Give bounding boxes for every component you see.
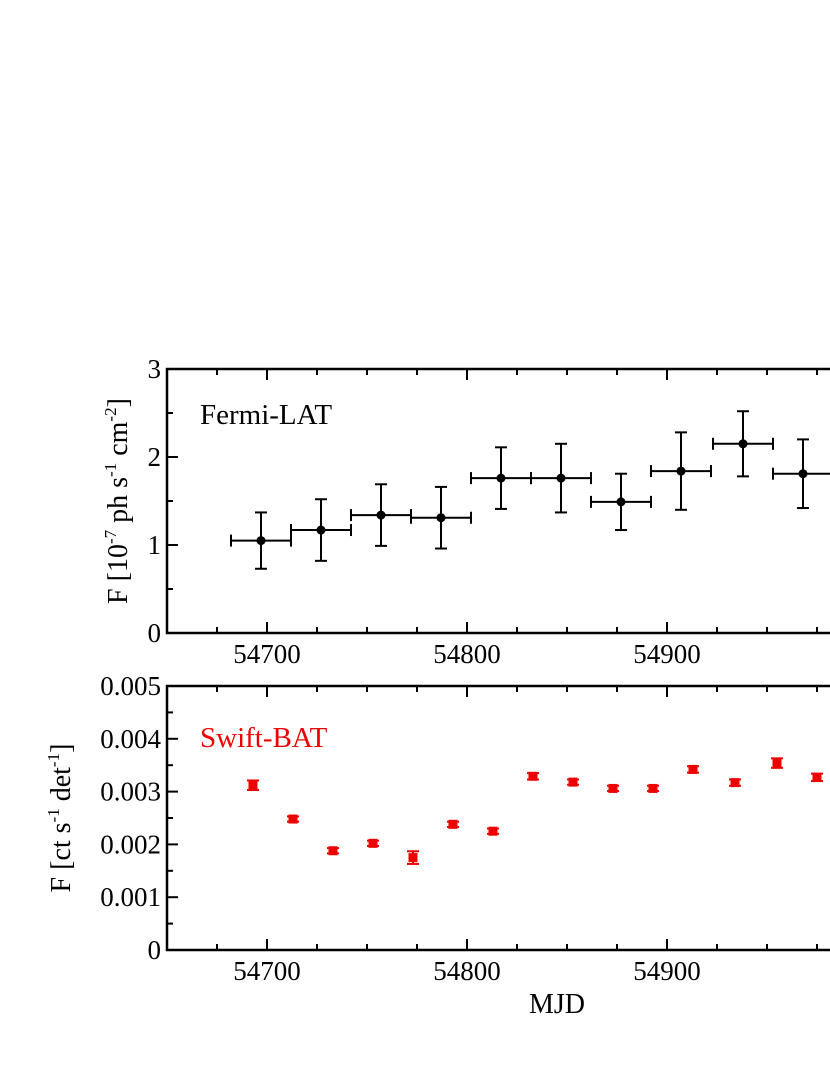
swift-bat-y-tick-label: 0.004 bbox=[100, 724, 161, 754]
fermi-lat-marker bbox=[556, 473, 566, 483]
swift-bat-data-point bbox=[327, 846, 339, 856]
fermi-lat-y-axis-title: F [10-7 ph s-1 cm-2] bbox=[101, 398, 134, 604]
fermi-lat-marker bbox=[676, 466, 686, 476]
fermi-lat-marker bbox=[798, 469, 808, 479]
swift-bat-data-point bbox=[567, 777, 579, 787]
swift-bat-marker bbox=[688, 764, 698, 774]
swift-bat-marker bbox=[248, 780, 258, 790]
fermi-lat-tick-labels: 547005480054900550000123 bbox=[148, 354, 701, 669]
swift-bat-x-tick-label: 54800 bbox=[433, 956, 501, 986]
swift-bat-marker bbox=[648, 783, 658, 793]
swift-bat-y-tick-label: 0.002 bbox=[100, 829, 161, 859]
fermi-lat-y-tick-label: 3 bbox=[148, 354, 162, 384]
swift-bat-data-points bbox=[247, 757, 823, 865]
swift-bat-marker bbox=[448, 819, 458, 829]
fermi-lat-data-point bbox=[470, 446, 532, 510]
fermi-lat-x-tick-label: 54700 bbox=[233, 639, 301, 669]
fermi-lat-data-point bbox=[772, 438, 830, 510]
fermi-lat-data-points bbox=[230, 410, 830, 570]
fermi-lat-data-point bbox=[410, 485, 472, 550]
swift-bat-marker bbox=[730, 778, 740, 788]
mjd-x-axis-title: MJD bbox=[529, 989, 585, 1020]
swift-bat-marker bbox=[328, 846, 338, 856]
swift-bat-marker bbox=[608, 783, 618, 793]
fermi-lat-marker bbox=[496, 473, 506, 483]
fermi-lat-data-point bbox=[230, 511, 292, 570]
fermi-lat-marker bbox=[376, 510, 386, 520]
fermi-lat-y-tick-label: 1 bbox=[148, 530, 162, 560]
swift-bat-tick-labels: 5470054800549005500000.0010.0020.0030.00… bbox=[100, 671, 701, 986]
fermi-lat-data-point bbox=[650, 431, 712, 511]
swift-bat-data-point bbox=[487, 826, 499, 836]
fermi-lat-y-tick-label: 0 bbox=[148, 618, 162, 648]
fermi-lat-panel: 547005480054900550000123 Fermi-LAT F [10… bbox=[101, 354, 830, 669]
fermi-lat-x-tick-label: 54900 bbox=[633, 639, 701, 669]
swift-bat-marker bbox=[568, 777, 578, 787]
fermi-lat-data-point bbox=[290, 498, 352, 562]
fermi-lat-data-point bbox=[530, 442, 592, 514]
swift-bat-y-tick-label: 0.001 bbox=[100, 882, 161, 912]
fermi-lat-data-point bbox=[712, 410, 774, 478]
swift-bat-data-point bbox=[407, 850, 419, 865]
swift-bat-data-point bbox=[771, 757, 783, 769]
swift-bat-marker bbox=[812, 772, 822, 782]
swift-bat-data-point bbox=[647, 783, 659, 793]
swift-bat-data-point bbox=[729, 778, 741, 788]
swift-bat-data-point bbox=[811, 772, 823, 783]
swift-bat-y-tick-label: 0.003 bbox=[100, 777, 161, 807]
swift-bat-data-point bbox=[287, 814, 299, 824]
fermi-lat-marker bbox=[436, 513, 446, 523]
fermi-lat-marker bbox=[316, 525, 326, 535]
swift-bat-x-tick-label: 54700 bbox=[233, 956, 301, 986]
fermi-lat-x-tick-label: 54800 bbox=[433, 639, 501, 669]
fermi-lat-panel-label: Fermi-LAT bbox=[200, 399, 332, 431]
swift-bat-data-point bbox=[527, 771, 539, 781]
swift-bat-data-point bbox=[447, 819, 459, 829]
swift-bat-data-point bbox=[247, 779, 259, 792]
swift-bat-plot-frame bbox=[165, 684, 830, 952]
swift-bat-y-tick-label: 0 bbox=[148, 935, 162, 965]
swift-bat-x-tick-label: 54900 bbox=[633, 956, 701, 986]
swift-bat-data-point bbox=[607, 783, 619, 793]
swift-bat-panel: 5470054800549005500000.0010.0020.0030.00… bbox=[44, 671, 830, 1020]
swift-bat-marker bbox=[772, 758, 782, 768]
swift-bat-marker bbox=[528, 771, 538, 781]
fermi-lat-marker bbox=[256, 536, 266, 546]
fermi-lat-marker bbox=[616, 497, 626, 507]
swift-bat-y-axis-title: F [ct s-1 det-1] bbox=[44, 744, 77, 893]
swift-bat-marker bbox=[488, 826, 498, 836]
swift-bat-marker bbox=[288, 814, 298, 824]
swift-bat-data-point bbox=[687, 764, 699, 774]
fermi-lat-y-tick-label: 2 bbox=[148, 442, 162, 472]
swift-bat-y-tick-label: 0.005 bbox=[100, 671, 161, 701]
fermi-lat-plot-frame bbox=[165, 367, 830, 635]
swift-bat-data-point bbox=[367, 838, 379, 848]
swift-bat-marker bbox=[408, 853, 418, 863]
fermi-lat-data-point bbox=[590, 472, 652, 532]
fermi-lat-marker bbox=[738, 439, 748, 449]
fermi-lat-data-point bbox=[350, 483, 412, 547]
swift-bat-marker bbox=[368, 838, 378, 848]
swift-bat-panel-label: Swift-BAT bbox=[200, 722, 328, 754]
